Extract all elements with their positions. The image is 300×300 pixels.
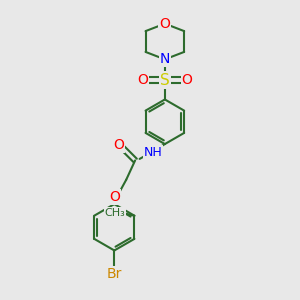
Text: NH: NH <box>144 146 162 160</box>
Text: O: O <box>113 138 124 152</box>
Text: S: S <box>160 73 170 88</box>
Text: O: O <box>137 73 148 87</box>
Text: O: O <box>182 73 193 87</box>
Text: Br: Br <box>106 267 122 281</box>
Text: O: O <box>159 17 170 31</box>
Text: O: O <box>110 190 120 204</box>
Text: CH₃: CH₃ <box>105 208 125 218</box>
Text: N: N <box>160 52 170 66</box>
